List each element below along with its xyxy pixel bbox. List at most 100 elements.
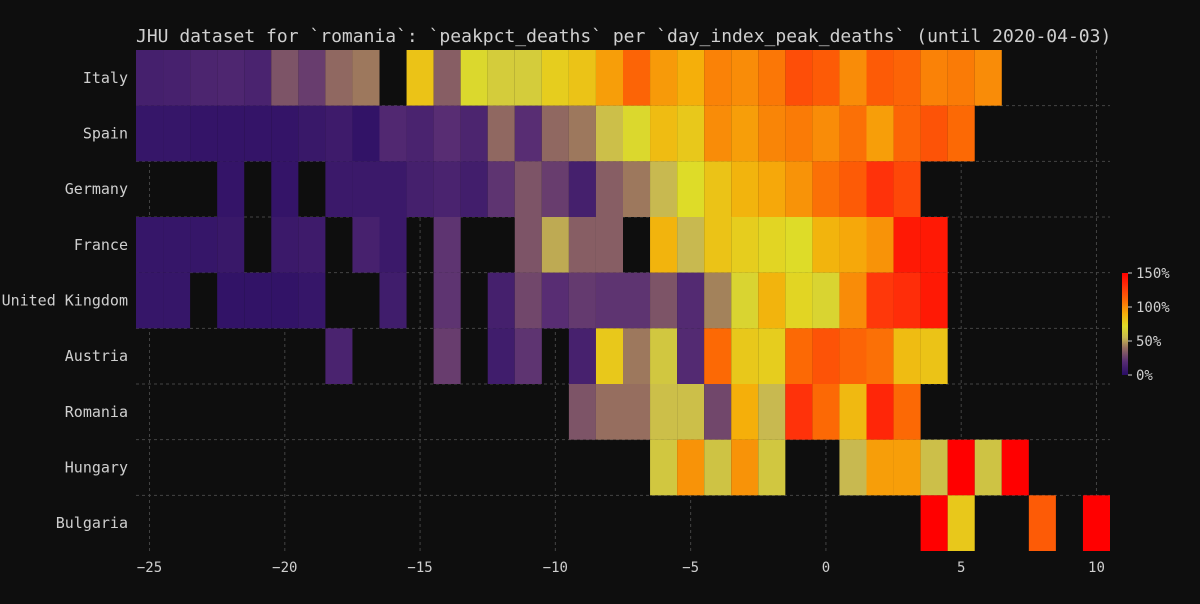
heatmap-cell: [866, 328, 894, 384]
heatmap-cell: [893, 328, 921, 384]
y-tick-label: Germany: [65, 180, 128, 198]
heatmap-cell: [839, 328, 867, 384]
heatmap-cell: [839, 161, 867, 217]
heatmap-cell: [595, 161, 623, 217]
heatmap-cell: [866, 161, 894, 217]
heatmap-cell: [758, 217, 786, 273]
colorbar-tick-label: 100%: [1136, 300, 1170, 316]
heatmap-cell: [190, 50, 218, 106]
heatmap-cell: [190, 105, 218, 162]
y-tick-label: Spain: [83, 125, 128, 143]
heatmap-cell: [650, 161, 678, 217]
heatmap-cell: [433, 105, 461, 162]
heatmap-cell: [866, 50, 894, 106]
heatmap-cell: [595, 217, 623, 273]
x-axis: −25 −20 −15 −10 −5 0 5 10: [137, 560, 1105, 576]
heatmap-cell: [244, 272, 272, 329]
heatmap-cell: [866, 105, 894, 162]
heatmap-cell: [812, 50, 840, 106]
heatmap-cell: [947, 495, 975, 551]
heatmap-cell: [758, 105, 786, 162]
heatmap-cell: [379, 272, 407, 329]
heatmap-cell: [866, 439, 894, 496]
heatmap-cell: [541, 105, 569, 162]
heatmap-cell: [217, 217, 245, 273]
heatmap-cell: [433, 272, 461, 329]
heatmap-cell: [136, 217, 164, 273]
heatmap-cell: [163, 217, 191, 273]
heatmap-cell: [325, 328, 353, 384]
cell-layer: [136, 50, 1110, 551]
heatmap-cell: [623, 328, 651, 384]
x-tick-label: 10: [1088, 560, 1105, 576]
heatmap-cell: [758, 328, 786, 384]
heatmap-cell: [568, 272, 596, 329]
x-tick-label: 5: [957, 560, 965, 576]
heatmap-cell: [271, 217, 299, 273]
heatmap-cell: [785, 384, 813, 440]
colorbar: 0% 50% 100% 150%: [1122, 266, 1170, 384]
heatmap-cell: [812, 272, 840, 329]
heatmap-cell: [514, 217, 542, 273]
heatmap-cell: [785, 328, 813, 384]
heatmap-cell: [271, 272, 299, 329]
heatmap-cell: [514, 50, 542, 106]
heatmap-cell: [893, 272, 921, 329]
heatmap-cell: [704, 272, 732, 329]
heatmap-cell: [271, 105, 299, 162]
heatmap-cell: [163, 50, 191, 106]
heatmap-cell: [541, 217, 569, 273]
heatmap-cell: [487, 105, 515, 162]
heatmap-cell: [568, 161, 596, 217]
heatmap-cell: [487, 328, 515, 384]
heatmap-cell: [677, 50, 705, 106]
heatmap-cell: [758, 50, 786, 106]
heatmap-cell: [514, 105, 542, 162]
heatmap-cell: [406, 105, 434, 162]
heatmap-cell: [920, 328, 948, 384]
heatmap-cell: [136, 272, 164, 329]
heatmap-cell: [595, 50, 623, 106]
heatmap-cell: [677, 161, 705, 217]
x-tick-label: −10: [543, 560, 568, 576]
heatmap-cell: [623, 105, 651, 162]
heatmap-cell: [731, 384, 759, 440]
heatmap-cell: [244, 105, 272, 162]
heatmap-cell: [650, 439, 678, 496]
heatmap-cell: [893, 217, 921, 273]
heatmap-cell: [731, 272, 759, 329]
heatmap-cell: [704, 161, 732, 217]
heatmap-cell: [433, 161, 461, 217]
heatmap-cell: [731, 328, 759, 384]
heatmap-cell: [893, 439, 921, 496]
y-axis: Italy Spain Germany France United Kingdom Aus…: [2, 69, 128, 532]
heatmap-cell: [704, 105, 732, 162]
heatmap-cell: [785, 161, 813, 217]
heatmap-cell: [920, 272, 948, 329]
heatmap-cell: [839, 384, 867, 440]
heatmap-cell: [379, 161, 407, 217]
heatmap-cell: [595, 272, 623, 329]
heatmap-cell: [731, 217, 759, 273]
heatmap-cell: [758, 272, 786, 329]
y-tick-label: Austria: [65, 347, 128, 365]
heatmap-cell: [839, 272, 867, 329]
heatmap-cell: [650, 328, 678, 384]
y-tick-label: Hungary: [65, 459, 128, 477]
heatmap-cell: [298, 105, 326, 162]
heatmap-cell: [541, 50, 569, 106]
heatmap-cell: [406, 50, 434, 106]
heatmap-cell: [568, 105, 596, 162]
heatmap-cell: [271, 50, 299, 106]
y-tick-label: Bulgaria: [56, 514, 128, 532]
heatmap-cell: [947, 439, 975, 496]
heatmap-cell: [893, 105, 921, 162]
colorbar-tick-label: 0%: [1136, 368, 1153, 384]
heatmap-cell: [704, 217, 732, 273]
heatmap-cell: [947, 105, 975, 162]
x-tick-label: −5: [682, 560, 699, 576]
heatmap-cell: [1028, 495, 1056, 551]
heatmap-cell: [163, 105, 191, 162]
